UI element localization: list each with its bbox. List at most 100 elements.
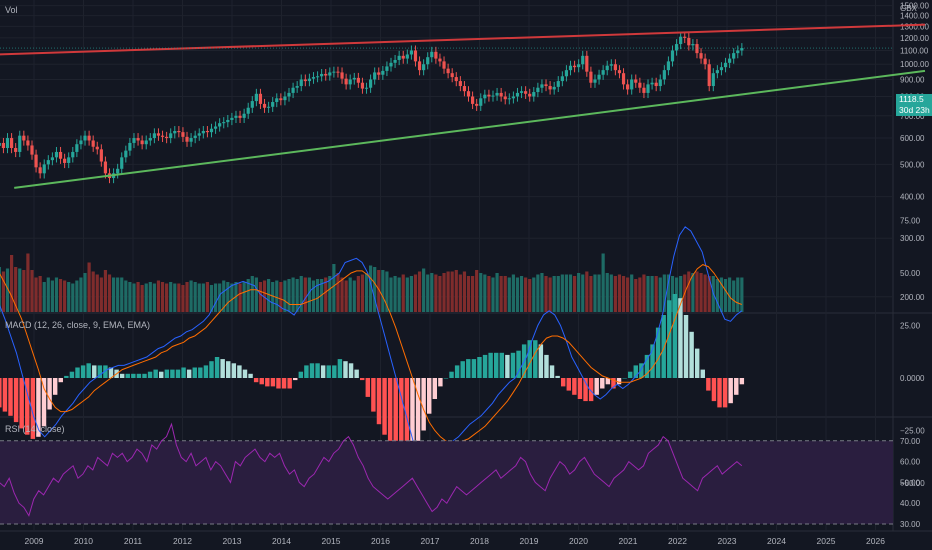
candle-body — [83, 135, 87, 141]
candle-body — [413, 50, 418, 62]
macd-histogram-bar — [438, 378, 443, 387]
macd-histogram-bar — [471, 359, 477, 378]
x-axis-year-label: 2010 — [74, 536, 93, 546]
volume-bar — [226, 282, 230, 312]
volume-bar — [597, 274, 601, 312]
candle-body — [385, 66, 389, 71]
volume-bar — [205, 282, 210, 312]
x-axis-year-label: 2013 — [223, 536, 242, 546]
candle-body — [160, 135, 165, 137]
volume-bar — [691, 273, 695, 312]
candle-body — [560, 76, 564, 82]
macd-histogram-bar — [622, 378, 627, 379]
volume-bar — [299, 276, 303, 312]
candle-body — [401, 55, 405, 59]
volume-bar — [124, 280, 128, 312]
volume-bar — [630, 274, 634, 312]
volume-bar — [54, 277, 59, 312]
macd-histogram-bar — [209, 361, 214, 378]
volume-bar — [348, 277, 352, 312]
volume-bar — [14, 267, 18, 312]
candle-body — [128, 142, 132, 151]
candle-body — [650, 82, 654, 85]
macd-histogram-bar — [103, 365, 108, 378]
macd-histogram-bar — [159, 371, 164, 378]
macd-histogram-bar — [560, 378, 566, 387]
macd-histogram-bar — [421, 378, 426, 431]
price-tick-label: 1500.00 — [900, 2, 929, 11]
price-tick-label: 1000.00 — [900, 60, 929, 69]
candle-body — [307, 78, 312, 82]
candle-body — [75, 144, 79, 152]
price-tick-label: 1100.00 — [900, 46, 929, 55]
volume-bar — [695, 271, 699, 312]
volume-bar — [160, 282, 165, 312]
macd-histogram-bar — [544, 354, 549, 378]
candle-body — [14, 148, 18, 152]
volume-bar — [426, 274, 430, 312]
volume-bar — [528, 279, 532, 312]
macd-tick-label: 50.00 — [900, 269, 921, 278]
volume-bar — [458, 274, 462, 312]
macd-histogram-bar — [237, 365, 242, 378]
candle-body — [148, 138, 152, 141]
macd-histogram-bar — [410, 378, 415, 452]
volume-bar — [50, 280, 54, 312]
volume-bar — [581, 274, 585, 312]
volume-bar — [267, 279, 271, 312]
macd-tick-label: 75.00 — [900, 217, 921, 226]
candle-body — [544, 84, 548, 87]
candle-body — [144, 140, 148, 145]
x-axis-year-label: 2021 — [619, 536, 638, 546]
volume-bar — [185, 282, 189, 312]
candle-body — [177, 131, 181, 133]
macd-histogram-bar — [360, 378, 365, 381]
volume-bar — [470, 276, 475, 312]
candle-body — [165, 136, 169, 139]
candle-body — [116, 168, 120, 174]
volume-bar — [422, 268, 426, 312]
candle-body — [711, 73, 715, 87]
price-tick-label: 700.00 — [900, 112, 925, 121]
volume-bar — [262, 280, 267, 312]
volume-bar — [132, 283, 136, 312]
macd-histogram-bar — [119, 373, 125, 378]
candle-body — [197, 133, 201, 136]
candle-body — [393, 59, 397, 63]
candle-body — [617, 70, 622, 74]
volume-bar — [156, 280, 161, 312]
macd-histogram-bar — [231, 363, 237, 378]
volume-bar — [736, 277, 740, 312]
candle-body — [279, 98, 283, 101]
volume-bar — [699, 273, 703, 312]
candle-body — [642, 87, 646, 93]
volume-bar — [568, 274, 573, 312]
lower-channel-line — [14, 69, 926, 189]
candle-body — [442, 61, 446, 69]
candle-body — [519, 91, 524, 93]
macd-histogram-bar — [80, 365, 86, 378]
candle-body — [462, 86, 467, 92]
macd-histogram-bar — [488, 352, 493, 378]
candle-body — [152, 133, 156, 139]
candle-body — [291, 87, 295, 93]
candle-body — [430, 51, 434, 58]
volume-bar — [658, 277, 662, 312]
volume-bar — [230, 283, 234, 312]
volume-bar — [519, 276, 524, 312]
macd-histogram-bar — [170, 369, 175, 378]
candle-body — [732, 53, 736, 59]
macd-histogram-bar — [69, 371, 75, 378]
macd-histogram-bar — [265, 378, 270, 387]
candle-body — [328, 72, 332, 76]
macd-histogram-bar — [427, 378, 432, 414]
volume-bar — [189, 280, 193, 312]
candle-body — [140, 140, 144, 145]
candle-body — [458, 81, 462, 87]
volume-bar — [511, 274, 515, 312]
candle-body — [646, 84, 650, 93]
candle-body — [491, 95, 495, 97]
macd-histogram-bar — [739, 378, 745, 385]
candle-body — [254, 93, 258, 102]
